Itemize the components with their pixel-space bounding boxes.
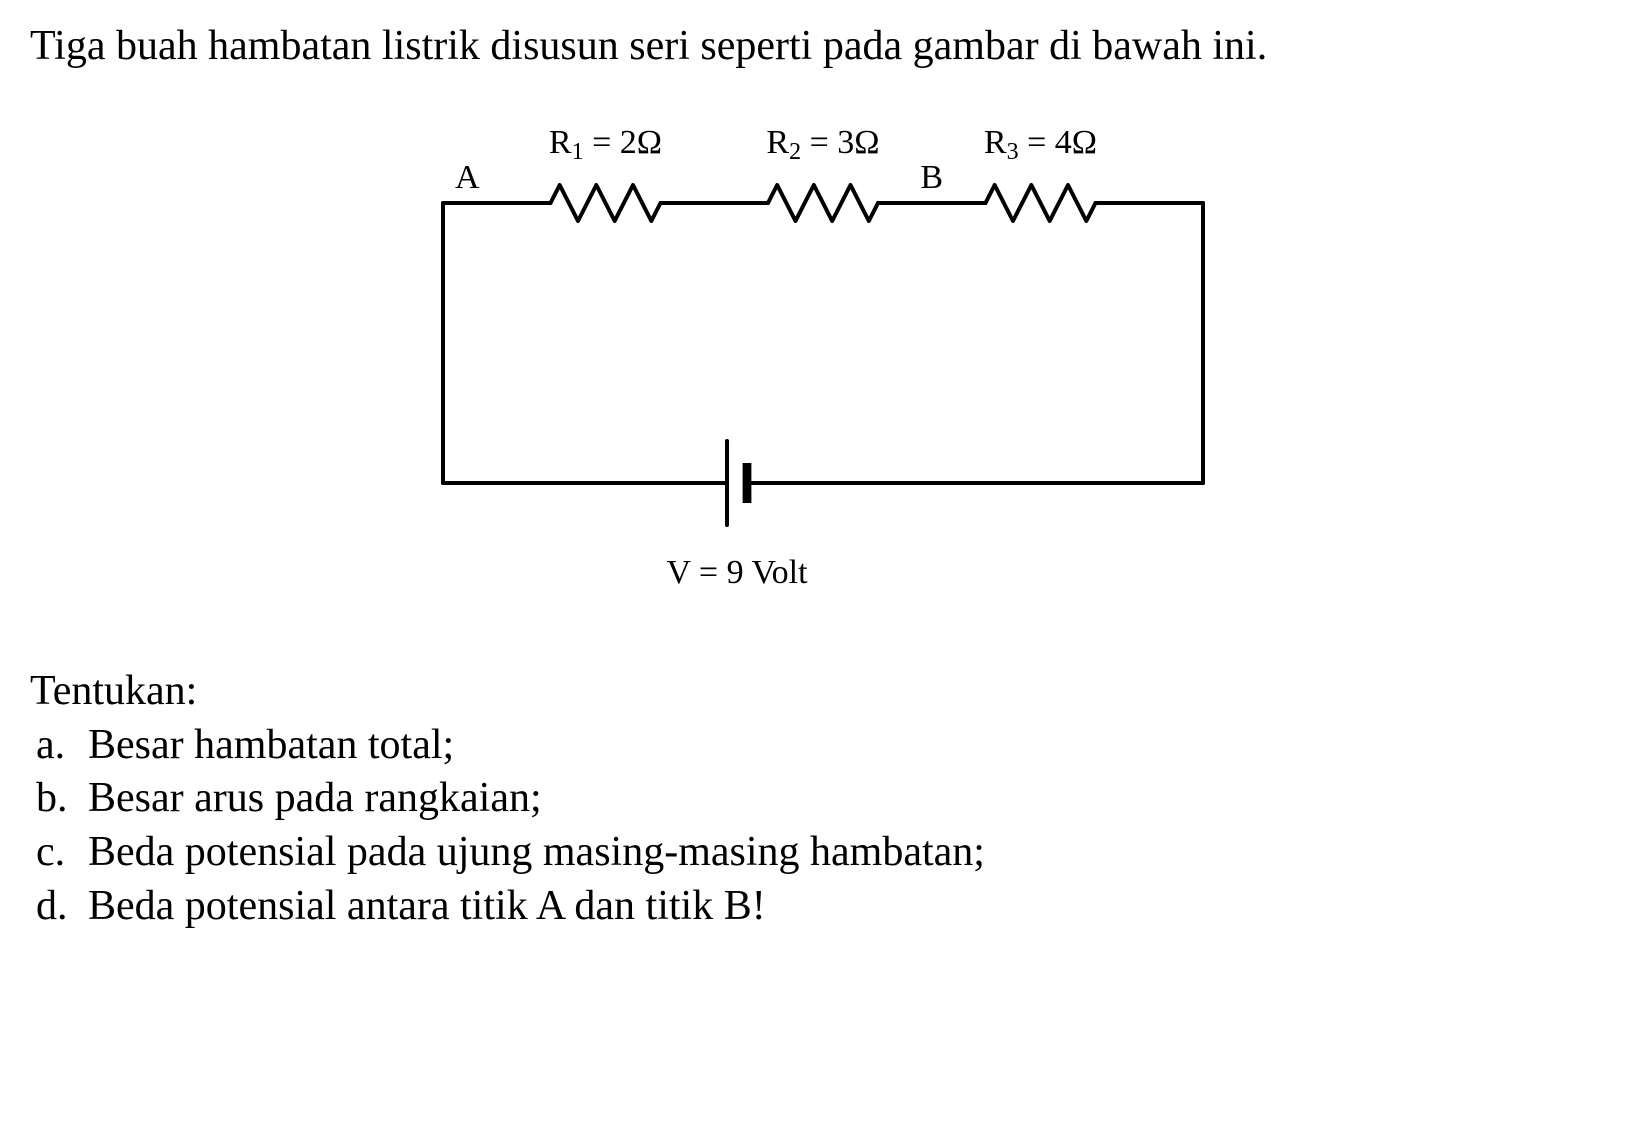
question-letter: b.	[30, 772, 88, 826]
intro-text: Tiga buah hambatan listrik disusun seri …	[30, 20, 1616, 73]
question-item: a. Besar hambatan total;	[30, 719, 1616, 773]
question-text: Besar hambatan total;	[88, 719, 454, 773]
circuit-diagram: R1 = 2Ω R2 = 3Ω R3 = 4Ω A B V = 9 Volt	[363, 83, 1283, 643]
question-text: Beda potensial antara titik A dan titik …	[88, 880, 766, 934]
question-list: a. Besar hambatan total; b. Besar arus p…	[30, 719, 1616, 934]
question-text: Besar arus pada rangkaian;	[88, 772, 542, 826]
svg-text:B: B	[920, 159, 943, 196]
question-item: d. Beda potensial antara titik A dan tit…	[30, 880, 1616, 934]
question-letter: c.	[30, 826, 88, 880]
svg-text:R1 = 2Ω: R1 = 2Ω	[549, 124, 662, 165]
question-letter: a.	[30, 719, 88, 773]
svg-text:V = 9 Volt: V = 9 Volt	[666, 554, 808, 591]
svg-text:A: A	[455, 159, 480, 196]
question-letter: d.	[30, 880, 88, 934]
question-item: b. Besar arus pada rangkaian;	[30, 772, 1616, 826]
question-item: c. Beda potensial pada ujung masing-masi…	[30, 826, 1616, 880]
svg-text:R2 = 3Ω: R2 = 3Ω	[766, 124, 879, 165]
svg-text:R3 = 4Ω: R3 = 4Ω	[984, 124, 1097, 165]
question-text: Beda potensial pada ujung masing-masing …	[88, 826, 985, 880]
circuit-container: R1 = 2Ω R2 = 3Ω R3 = 4Ω A B V = 9 Volt	[30, 83, 1616, 643]
prompt-text: Tentukan:	[30, 667, 1616, 715]
